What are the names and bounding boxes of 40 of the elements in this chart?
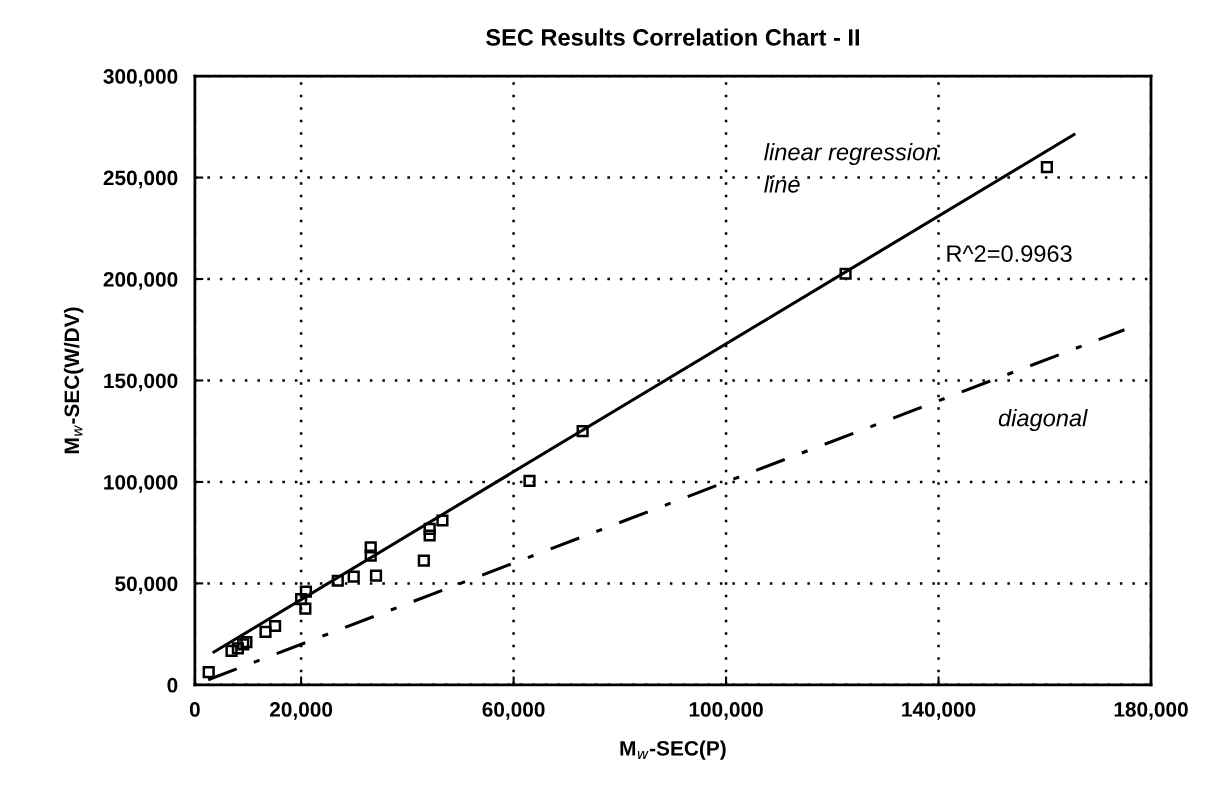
point <box>423 522 436 535</box>
x-tick-label: 100,000 <box>689 702 763 720</box>
annotation: diagonal <box>998 409 1088 432</box>
point <box>299 602 312 615</box>
point <box>347 570 360 583</box>
point <box>423 529 436 542</box>
y-axis-title: M$_{w}$-SEC(W/DV) <box>63 307 84 454</box>
point <box>364 549 377 562</box>
x-tick-label: 180,000 <box>1114 702 1188 720</box>
point <box>576 425 589 438</box>
y-tick-label: 0 <box>167 677 178 693</box>
point <box>523 474 536 488</box>
point <box>1040 161 1054 174</box>
point <box>839 267 852 280</box>
x-tick-label: 0 <box>189 702 200 717</box>
x-tick-label: 60,000 <box>482 702 545 720</box>
point <box>268 619 282 633</box>
y-tick-label: 300,000 <box>103 69 178 87</box>
y-tick-label: 250,000 <box>103 170 178 189</box>
point <box>436 514 449 527</box>
point <box>202 665 215 679</box>
point <box>369 569 383 582</box>
x-tick-label: 140,000 <box>902 702 976 720</box>
point <box>295 593 308 606</box>
point <box>331 574 344 587</box>
point <box>231 642 245 655</box>
point <box>364 541 377 554</box>
x-tick-label: 20,000 <box>269 702 333 720</box>
chart-title: SEC Results Correlation Chart - II <box>486 28 859 46</box>
y-tick-label: 150,000 <box>104 373 178 392</box>
annotation: R^2=0.9963 <box>947 245 1072 263</box>
point <box>259 625 272 638</box>
x-axis-title: M$_{w}$-SEC(P) <box>620 740 726 760</box>
y-tick-label: 200,000 <box>103 272 178 290</box>
y-tick-label: 100,000 <box>104 474 178 493</box>
annotation: linear regression line <box>764 143 938 193</box>
y-tick-label: 50,000 <box>115 576 178 595</box>
point <box>225 644 238 658</box>
point <box>417 554 430 567</box>
point <box>299 585 313 598</box>
